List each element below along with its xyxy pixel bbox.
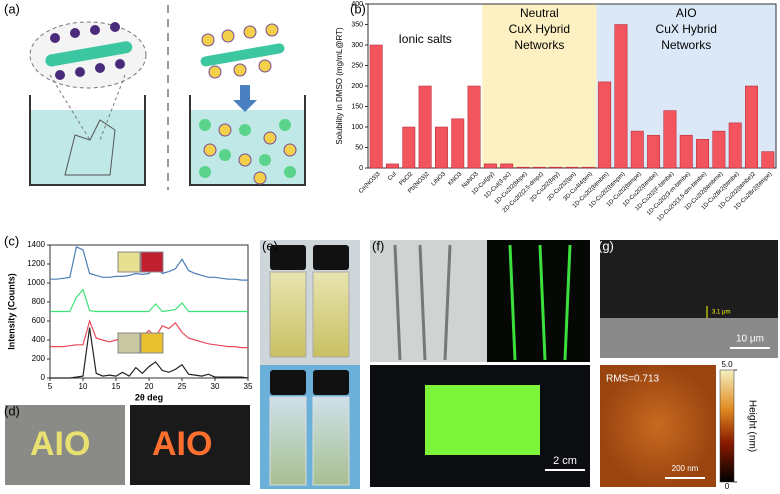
y-tick-label: 1200 — [27, 259, 45, 268]
inset — [117, 332, 141, 354]
y-tick-label: 0 — [41, 373, 46, 382]
y-tick-label: 150 — [351, 103, 363, 110]
x-tick-label: Ce(NO3)3 — [358, 171, 382, 195]
panel-label: (c) — [4, 233, 19, 248]
inset — [117, 251, 141, 273]
y-tick-label: 1000 — [27, 278, 45, 287]
colorbar-tick-label: 0 — [725, 482, 730, 489]
bar — [418, 85, 432, 169]
bar — [712, 130, 726, 169]
y-tick-label: 300 — [351, 42, 363, 49]
region-label: Ionic salts — [398, 32, 451, 46]
y-tick-label: 50 — [355, 144, 363, 151]
bar — [598, 81, 612, 169]
bar — [500, 163, 514, 169]
x-tick-label: LiNO3 — [431, 171, 448, 188]
bar — [565, 166, 579, 169]
y-tick-label: 250 — [351, 62, 363, 69]
panel-label: (d) — [4, 403, 20, 418]
bar — [369, 44, 383, 169]
bar — [696, 139, 710, 169]
panel-a — [29, 5, 306, 190]
panel-label: (e) — [262, 238, 278, 253]
panel-label: (f) — [372, 238, 384, 253]
thickness-label: 3.1 μm — [712, 310, 730, 316]
y-tick-label: 400 — [351, 1, 363, 8]
scale-label: 10 μm — [736, 334, 764, 345]
scale-label: 2 cm — [553, 455, 577, 467]
panel-label: (b) — [350, 1, 366, 16]
panel-e — [260, 240, 360, 490]
bar — [516, 166, 530, 169]
bar — [386, 163, 399, 169]
x-axis-label: 2θ deg — [135, 392, 163, 402]
x-tick-label: 5 — [48, 382, 53, 391]
region — [482, 4, 597, 168]
panel-label: (a) — [4, 1, 20, 16]
bar — [745, 85, 758, 169]
bar — [663, 110, 677, 169]
bar — [532, 166, 546, 169]
bar — [647, 134, 661, 169]
bar — [483, 163, 497, 169]
xrd-line — [50, 327, 249, 379]
rms-label: RMS=0.713 — [606, 374, 660, 385]
y-axis-label: Solubility in DMSO (mg/mL@RT) — [335, 27, 344, 145]
x-tick-label: 35 — [244, 382, 253, 391]
y-tick-label: 800 — [32, 297, 46, 306]
region-label: Networks — [514, 38, 564, 52]
panel-f — [370, 240, 590, 487]
region-label: CuX Hybrid — [656, 22, 717, 36]
x-tick-label: CuI — [387, 171, 398, 182]
region-label: Neutral — [520, 6, 559, 20]
x-tick-label: 10 — [79, 382, 88, 391]
y-axis-label: Intensity (Counts) — [6, 273, 16, 350]
xrd-line — [50, 319, 248, 349]
y-tick-label: 200 — [32, 354, 46, 363]
bar — [761, 151, 775, 169]
region-label: Networks — [661, 38, 711, 52]
bar — [728, 122, 742, 169]
xrd-line — [50, 288, 248, 313]
y-tick-label: 1400 — [27, 240, 45, 249]
panel-labels: (a) (b) (c) (d) (e) (f) (g) — [4, 1, 614, 418]
y-tick-label: 400 — [32, 335, 46, 344]
panel-label: (g) — [598, 238, 614, 253]
bar — [581, 166, 595, 169]
region-label: AIO — [676, 6, 697, 20]
region-label: CuX Hybrid — [509, 22, 570, 36]
x-tick-label: 20 — [145, 382, 154, 391]
colorbar-tick-label: 5.0 — [721, 360, 733, 369]
xrd-line — [50, 246, 248, 281]
bar — [402, 126, 416, 169]
y-tick-label: 0 — [359, 165, 363, 172]
y-tick-label: 600 — [32, 316, 46, 325]
bar — [549, 166, 563, 169]
y-tick-label: 350 — [351, 21, 363, 28]
bar — [467, 85, 481, 169]
aio-text: AIO — [30, 425, 90, 463]
scale-label: 200 nm — [672, 464, 699, 473]
bar — [679, 134, 693, 169]
inset — [140, 251, 164, 273]
x-tick-label: 25 — [178, 382, 187, 391]
inset — [140, 332, 164, 354]
y-tick-label: 100 — [351, 124, 363, 131]
bar — [630, 130, 644, 169]
bar — [434, 126, 448, 169]
panel-d — [5, 405, 250, 485]
bar — [451, 118, 465, 169]
bar — [614, 24, 628, 169]
y-tick-label: 200 — [351, 83, 363, 90]
colorbar-label: Height (nm) — [746, 400, 757, 452]
x-tick-label: 30 — [211, 382, 220, 391]
x-tick-label: 15 — [112, 382, 121, 391]
aio-text: AIO — [152, 425, 212, 463]
panel-g — [600, 240, 778, 487]
